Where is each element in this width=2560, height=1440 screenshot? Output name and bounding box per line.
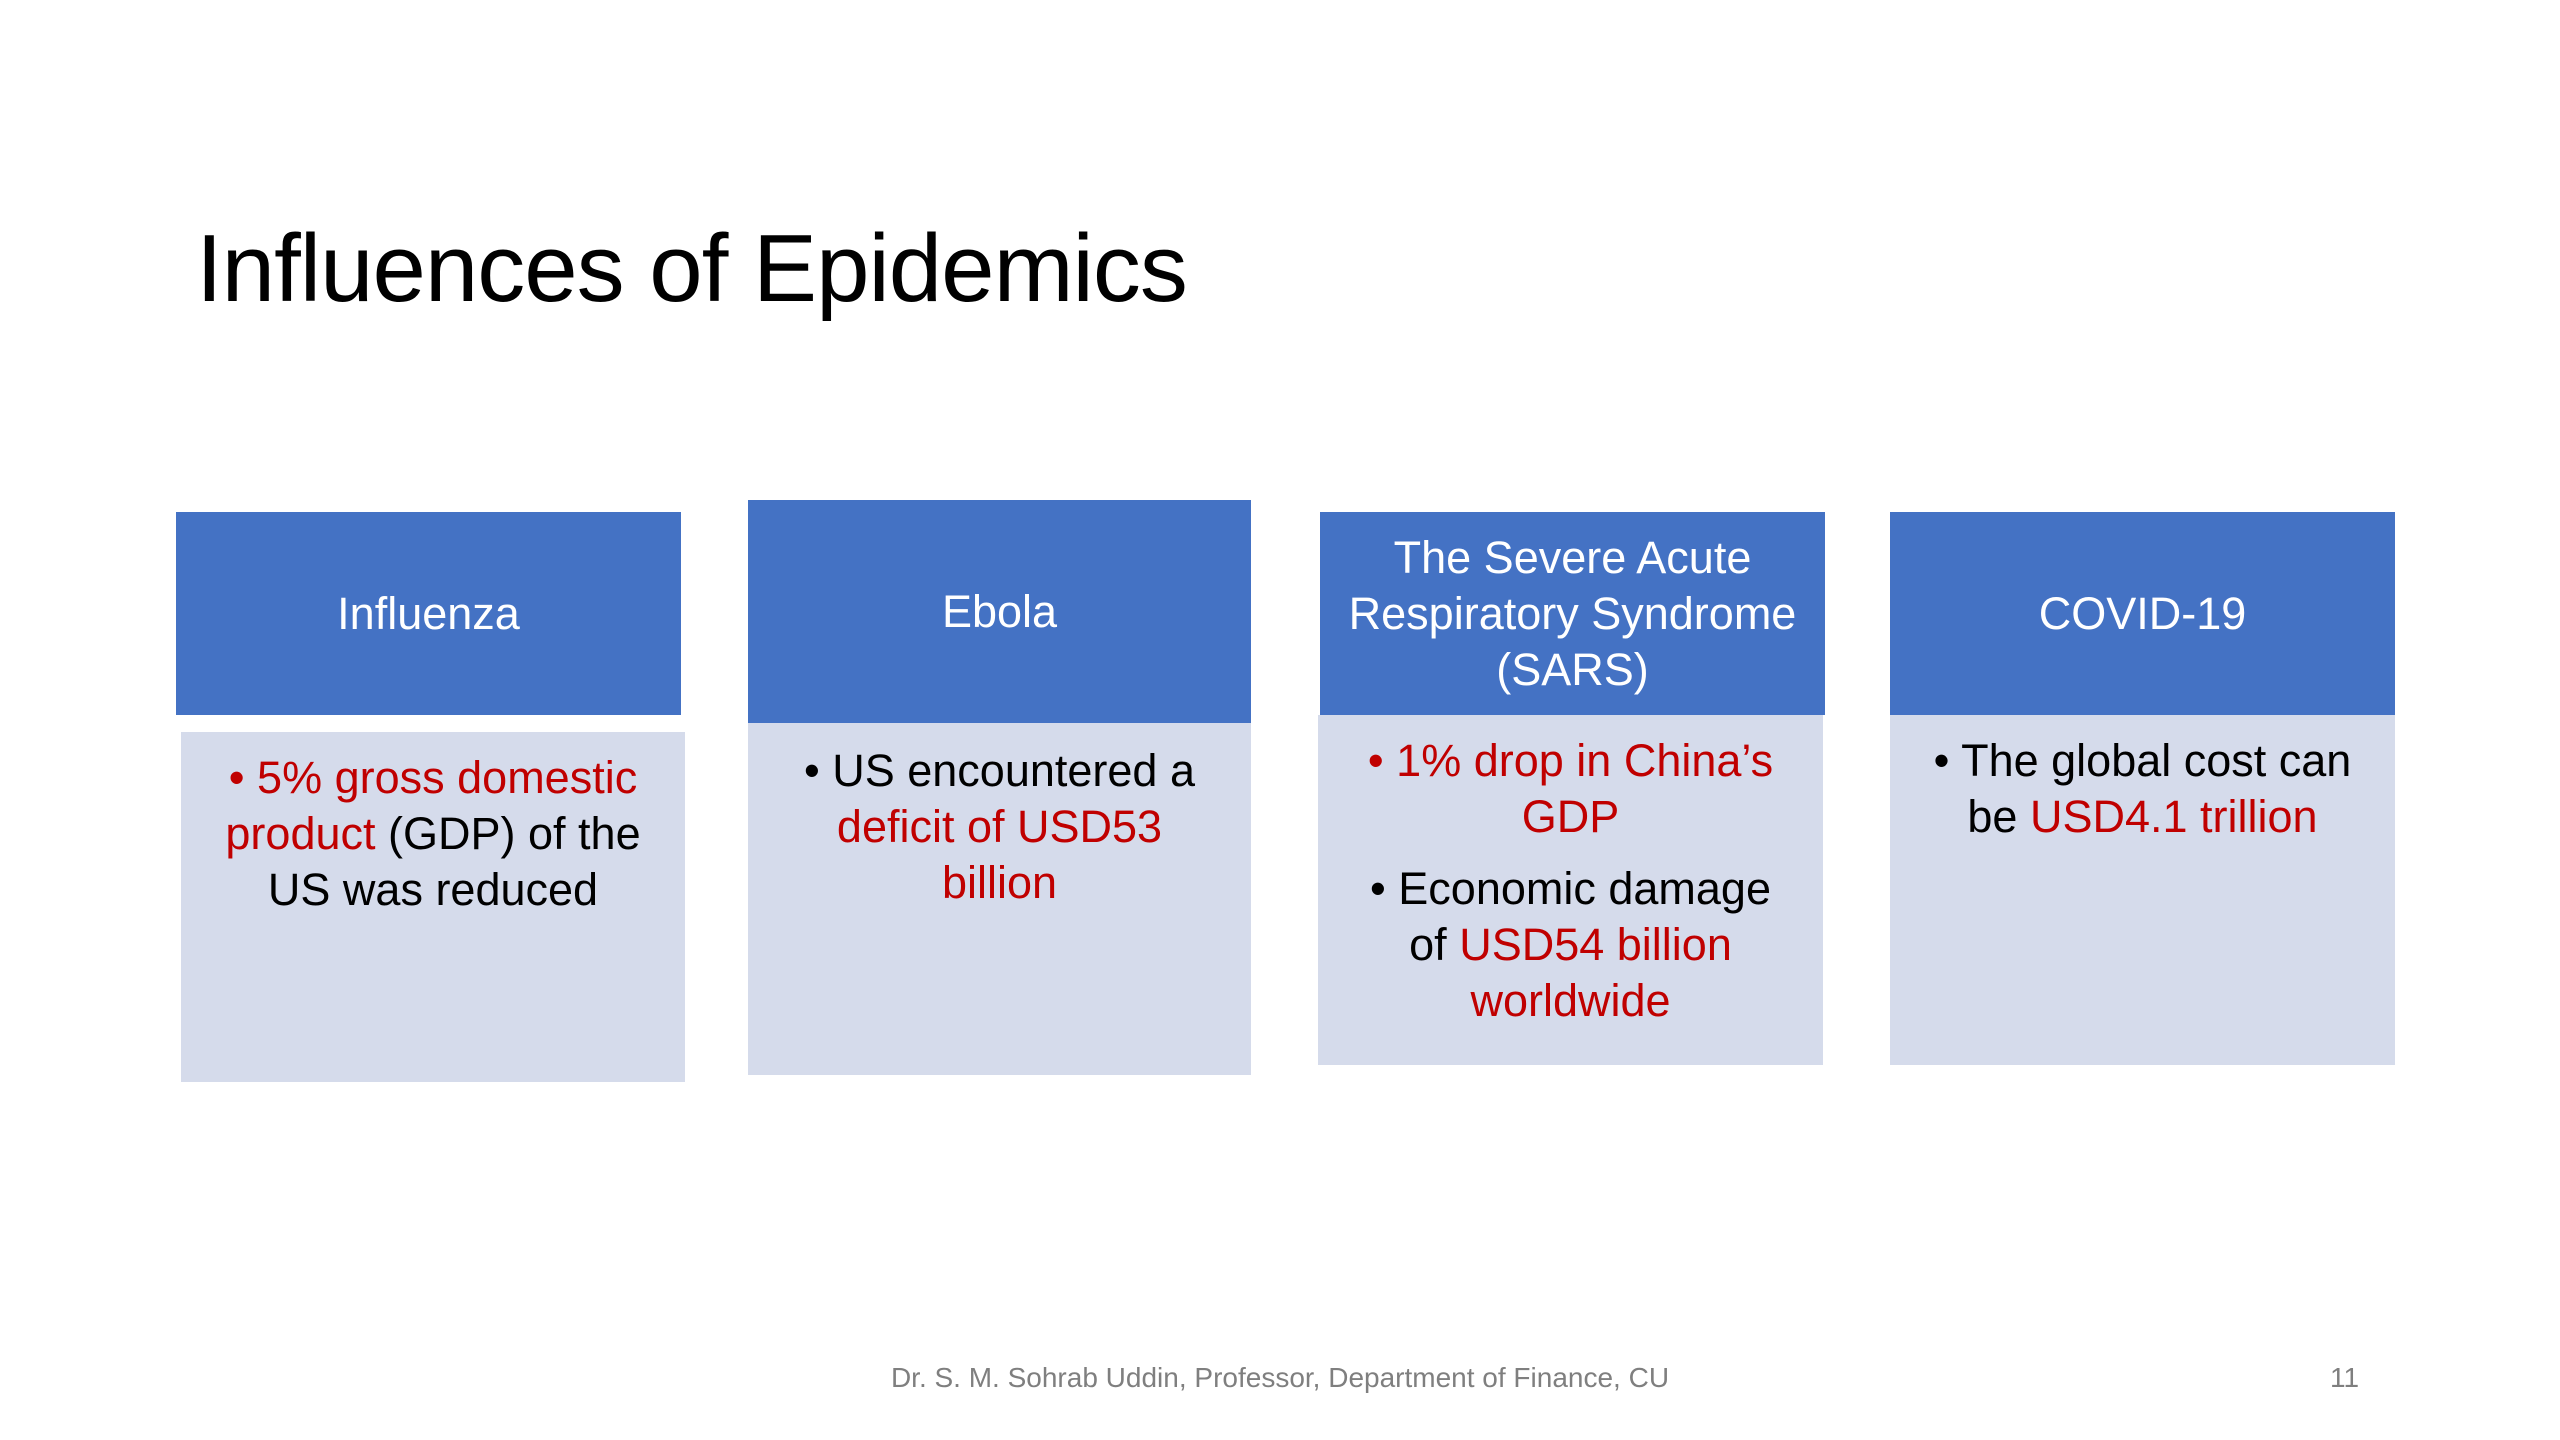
card-body-ebola: • US encountered a deficit of USD53 bill… xyxy=(748,723,1251,1075)
card-header-label: The Severe Acute Respiratory Syndrome (S… xyxy=(1348,531,1797,695)
bullet-text-highlight: USD4.1 trillion xyxy=(2029,791,2318,842)
bullet-item: • Economic damage of USD54 billion world… xyxy=(1346,861,1795,1029)
card-header-influenza: Influenza xyxy=(176,512,681,715)
bullet-text-highlight: • 5% gross domestic product xyxy=(225,752,638,859)
card-body-sars: • 1% drop in China’s GDP • Economic dama… xyxy=(1318,715,1823,1065)
slide-title: Influences of Epidemics xyxy=(196,215,1188,322)
bullet-text-highlight: USD54 billion worldwide xyxy=(1459,919,1732,1026)
bullet-text-highlight: • 1% drop in China’s GDP xyxy=(1367,735,1774,842)
card-header-label: COVID-19 xyxy=(2038,587,2247,639)
bullet-item: • US encountered a deficit of USD53 bill… xyxy=(776,743,1223,911)
card-header-label: Ebola xyxy=(941,585,1058,637)
card-header-ebola: Ebola xyxy=(748,500,1251,723)
page-number: 11 xyxy=(2330,1362,2360,1393)
bullet-text: • Economic damage of xyxy=(1370,863,1771,970)
card-header-label: Influenza xyxy=(337,587,520,639)
bullet-text: (GDP) of the US was reduced xyxy=(267,808,641,915)
bullet-item: • 5% gross domestic product (GDP) of the… xyxy=(209,750,657,918)
slide-footer: Dr. S. M. Sohrab Uddin, Professor, Depar… xyxy=(890,1362,1670,1393)
bullet-text: • US encountered a xyxy=(803,745,1195,796)
card-body-covid-19: • The global cost can be USD4.1 trillion xyxy=(1890,715,2395,1065)
card-header-sars: The Severe Acute Respiratory Syndrome (S… xyxy=(1320,512,1825,715)
card-header-covid-19: COVID-19 xyxy=(1890,512,2395,715)
bullet-text-highlight: deficit of USD53 billion xyxy=(836,801,1163,908)
bullet-item: • The global cost can be USD4.1 trillion xyxy=(1918,733,2367,845)
bullet-text: • The global cost can be xyxy=(1933,735,2352,842)
bullet-item: • 1% drop in China’s GDP xyxy=(1346,733,1795,845)
card-body-influenza: • 5% gross domestic product (GDP) of the… xyxy=(181,732,685,1082)
